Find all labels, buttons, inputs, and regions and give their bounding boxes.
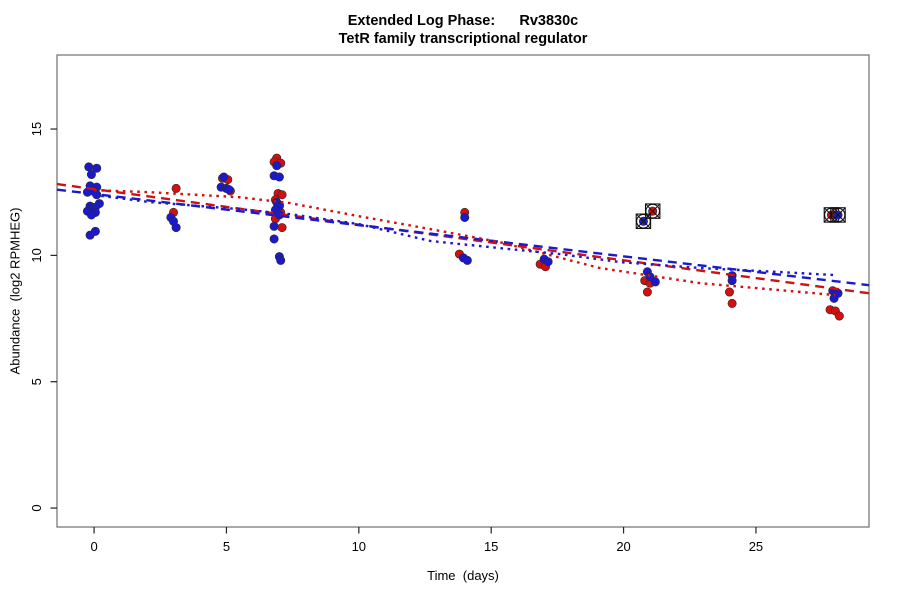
trend-line-blue-linear-fit: [56, 188, 870, 287]
x-tick-label: 20: [616, 539, 630, 554]
data-point-blue-replicate: [86, 210, 96, 220]
data-point-red-replicate: [834, 311, 844, 321]
data-point-blue-replicate: [272, 161, 282, 171]
data-point-blue-replicate: [86, 170, 96, 180]
flag-square-outline: [635, 213, 652, 230]
x-tick-label: 5: [223, 539, 230, 554]
y-tick-label: 0: [29, 504, 44, 511]
x-tick-label: 0: [90, 539, 97, 554]
data-point-blue-replicate: [269, 234, 279, 244]
y-tick-label: 5: [29, 378, 44, 385]
data-point-blue-replicate: [224, 185, 234, 195]
flag-x-stroke: [830, 207, 846, 223]
chart-title-line2: TetR family transcriptional regulator: [338, 31, 588, 47]
chart-title-line1: Extended Log Phase: Rv3830c: [347, 13, 579, 29]
flag-x-stroke: [635, 213, 651, 229]
data-point-blue-replicate: [727, 276, 737, 286]
x-axis-label: Time (days): [427, 568, 499, 583]
flag-square-outline: [644, 203, 661, 219]
trend-line-red-loess-fit: [94, 188, 836, 297]
y-axis-label: Abundance (log2 RPMHEG): [7, 207, 23, 375]
data-point-blue-replicate: [650, 277, 660, 287]
data-point-red-replicate: [277, 223, 287, 233]
flag-square-outline: [830, 207, 846, 223]
data-point-blue-replicate: [85, 230, 95, 240]
data-point-red-replicate: [727, 298, 737, 308]
data-point-blue-replicate: [84, 162, 94, 172]
x-tick-label: 25: [749, 539, 763, 554]
data-point-red-replicate: [642, 287, 652, 297]
data-point-blue-replicate: [219, 172, 229, 182]
data-point-red-replicate: [171, 183, 181, 193]
data-point-red-replicate: [277, 190, 287, 200]
data-point-blue-replicate: [460, 212, 470, 222]
data-point-blue-replicate: [92, 163, 102, 173]
x-tick-label: 10: [352, 539, 366, 554]
data-point-red-replicate: [724, 287, 734, 297]
data-point-blue-replicate: [269, 221, 279, 231]
y-tick-label: 10: [29, 248, 44, 262]
trend-line-blue-loess-fit: [93, 193, 836, 277]
trend-line-red-linear-fit: [56, 182, 870, 295]
data-point-blue-replicate: [462, 255, 472, 265]
data-point-blue-replicate: [171, 223, 181, 233]
plot-box: [56, 54, 870, 528]
data-point-blue-replicate: [543, 257, 553, 267]
x-tick-label: 15: [484, 539, 498, 554]
y-tick-label: 15: [29, 122, 44, 136]
data-point-blue-replicate: [276, 255, 286, 265]
data-point-blue-replicate: [274, 172, 284, 182]
